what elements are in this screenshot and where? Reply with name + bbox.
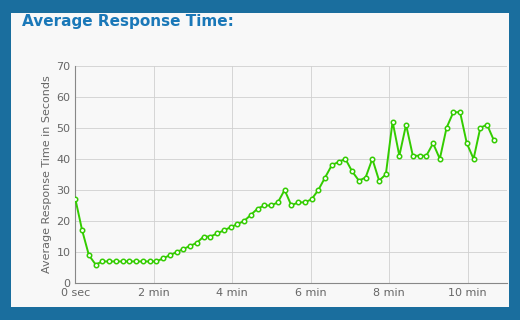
Y-axis label: Average Response Time in Seconds: Average Response Time in Seconds: [42, 76, 52, 273]
Text: Average Response Time:: Average Response Time:: [22, 14, 233, 29]
